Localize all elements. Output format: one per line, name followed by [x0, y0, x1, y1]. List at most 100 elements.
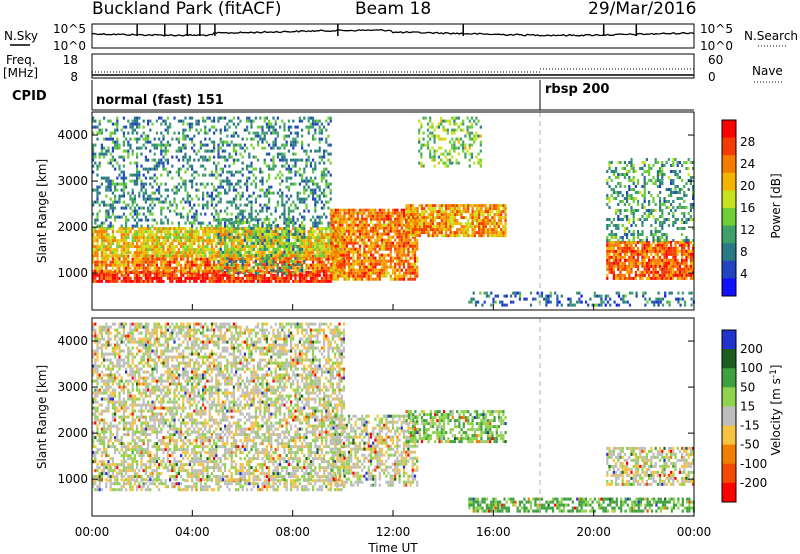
power-echo-cell	[228, 155, 231, 159]
power-echo-cell	[495, 234, 498, 238]
power-echo-cell	[133, 179, 136, 183]
power-echo-cell	[109, 263, 112, 267]
power-echo-cell	[301, 143, 304, 147]
power-echo-cell	[173, 209, 176, 213]
power-echo-cell	[431, 231, 435, 235]
power-echo-cell	[235, 125, 238, 129]
power-echo-cell	[252, 269, 255, 273]
power-echo-cell	[114, 143, 117, 147]
power-echo-cell	[250, 200, 253, 204]
power-echo-cell	[316, 185, 319, 189]
power-echo-cell	[303, 248, 306, 252]
power-echo-cell	[155, 245, 158, 249]
power-echo-cell	[323, 167, 326, 171]
power-echo-cell	[199, 212, 202, 216]
power-echo-cell	[142, 239, 145, 243]
power-echo-cell	[180, 146, 183, 150]
power-echo-cell	[303, 235, 306, 239]
power-echo-cell	[281, 260, 284, 264]
power-echo-cell	[127, 143, 130, 147]
power-echo-cell	[276, 239, 279, 243]
power-echo-cell	[309, 257, 312, 261]
power-echo-cell	[239, 279, 242, 283]
power-echo-cell	[94, 125, 97, 129]
power-echo-cell	[486, 216, 490, 220]
power-echo-cell	[383, 220, 386, 224]
power-echo-cell	[385, 229, 388, 233]
power-echo-cell	[217, 279, 220, 283]
power-echo-cell	[365, 265, 368, 269]
power-echo-cell	[292, 271, 295, 275]
power-echo-cell	[105, 203, 108, 207]
power-echo-cell	[186, 122, 189, 126]
power-echo-cell	[312, 269, 315, 273]
power-echo-cell	[199, 164, 202, 168]
power-echo-cell	[98, 269, 101, 273]
power-echo-cell	[385, 238, 388, 242]
power-echo-cell	[407, 210, 410, 214]
power-echo-cell	[391, 208, 395, 212]
power-echo-cell	[276, 116, 279, 120]
power-echo-cell	[250, 235, 253, 239]
power-echo-cell	[458, 204, 461, 208]
power-echo-cell	[122, 176, 125, 180]
power-echo-cell	[230, 259, 233, 263]
power-echo-cell	[219, 273, 222, 277]
power-echo-cell	[391, 226, 395, 230]
power-echo-cell	[116, 215, 119, 219]
power-echo-cell	[265, 152, 268, 156]
power-echo-cell	[453, 222, 457, 226]
power-echo-cell	[129, 197, 132, 201]
power-echo-cell	[376, 214, 379, 218]
power-echo-cell	[142, 230, 145, 234]
power-echo-cell	[120, 279, 123, 283]
power-echo-cell	[131, 131, 134, 135]
power-echo-cell	[202, 143, 205, 147]
power-echo-cell	[402, 262, 406, 266]
power-echo-cell	[133, 279, 136, 283]
power-echo-cell	[155, 236, 158, 240]
power-echo-cell	[100, 242, 103, 246]
power-echo-cell	[285, 232, 288, 236]
power-echo-cell	[307, 242, 310, 246]
power-echo-cell	[495, 204, 498, 208]
power-echo-cell	[305, 266, 308, 270]
power-echo-cell	[114, 200, 117, 204]
power-echo-cell	[383, 214, 386, 218]
power-echo-cell	[221, 276, 224, 280]
power-echo-cell	[237, 206, 240, 210]
power-echo-cell	[327, 224, 330, 228]
power-echo-cell	[118, 266, 121, 270]
power-echo-cell	[416, 268, 419, 272]
power-echo-cell	[241, 242, 244, 246]
power-echo-cell	[149, 230, 152, 234]
power-echo-cell	[164, 254, 167, 258]
power-echo-cell	[263, 266, 266, 270]
power-echo-cell	[336, 259, 340, 263]
power-echo-cell	[332, 277, 335, 281]
power-echo-cell	[426, 146, 430, 150]
power-echo-cell	[155, 269, 158, 273]
power-echo-cell	[92, 200, 95, 204]
power-echo-cell	[261, 230, 264, 234]
power-echo-cell	[380, 259, 384, 263]
power-echo-cell	[235, 269, 238, 273]
power-echo-cell	[402, 232, 406, 236]
power-echo-cell	[305, 176, 308, 180]
power-echo-cell	[199, 236, 202, 240]
power-echo-cell	[265, 194, 268, 198]
power-echo-cell	[136, 221, 139, 225]
power-echo-cell	[398, 238, 401, 242]
power-echo-cell	[272, 233, 275, 237]
power-echo-cell	[248, 232, 251, 236]
power-echo-cell	[118, 173, 121, 177]
power-echo-cell	[320, 266, 323, 270]
power-echo-cell	[290, 217, 293, 221]
power-echo-cell	[180, 269, 183, 273]
power-echo-cell	[252, 191, 255, 195]
power-echo-cell	[270, 229, 273, 233]
power-echo-cell	[116, 176, 119, 180]
power-echo-cell	[254, 232, 257, 236]
power-echo-cell	[396, 274, 399, 278]
power-echo-cell	[301, 233, 304, 237]
